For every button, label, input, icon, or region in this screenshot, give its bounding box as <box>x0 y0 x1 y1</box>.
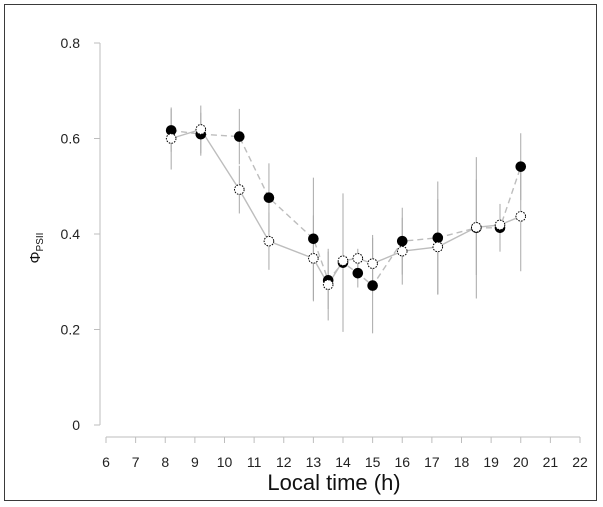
x-tick-label: 14 <box>335 454 351 470</box>
series-1-point <box>367 280 378 291</box>
series-2-point <box>308 253 319 264</box>
x-tick-label: 11 <box>247 454 262 470</box>
x-tick-label: 13 <box>306 454 322 470</box>
series-2-point <box>165 133 177 144</box>
series-lines <box>170 128 522 287</box>
x-tick-label: 9 <box>191 454 199 470</box>
series-1-point <box>515 161 527 172</box>
series-2-point <box>195 124 207 135</box>
series-2-point <box>234 184 245 195</box>
x-tick-label: 7 <box>132 454 140 470</box>
axes <box>99 43 580 438</box>
x-tick-label: 8 <box>161 454 169 470</box>
figure-frame <box>4 4 597 501</box>
x-tick-label: 12 <box>276 454 292 470</box>
series-2-point <box>432 241 444 253</box>
y-axis-label: ΦPSII <box>27 233 46 264</box>
series-1-line <box>171 129 522 287</box>
series-1-point <box>432 232 444 244</box>
y-tick-label: 0.4 <box>61 226 81 242</box>
x-tick-label: 15 <box>365 454 381 470</box>
y-tick-label: 0.2 <box>61 322 81 338</box>
x-tick-label: 17 <box>424 454 440 470</box>
series-2-point <box>367 258 378 269</box>
x-tick-label: 16 <box>394 454 410 470</box>
y-axis-label-subscript: PSII <box>35 233 46 252</box>
error-bars <box>170 105 522 334</box>
series-2-point <box>352 253 364 264</box>
x-ticks: 6 7 8 9 10 11 12 13 14 15 16 17 18 19 20 21 22 <box>102 437 588 470</box>
y-axis-label-main: Φ <box>27 251 44 263</box>
series-1-point <box>263 192 275 204</box>
x-tick-label: 20 <box>513 454 529 470</box>
series-1-point <box>352 267 364 279</box>
series-2-point <box>494 219 506 231</box>
data-points <box>165 124 527 291</box>
y-tick-label: 0.8 <box>61 35 81 51</box>
series-2-point <box>263 235 275 247</box>
series-2-point <box>471 222 482 233</box>
x-axis-label: Local time (h) <box>267 470 400 495</box>
series-2-point <box>322 279 334 290</box>
series-2-point <box>515 211 527 222</box>
series-1-point <box>234 131 245 142</box>
x-tick-label: 22 <box>572 454 588 470</box>
y-tick-label: 0 <box>72 417 80 433</box>
y-ticks: 0 0.2 0.4 0.6 0.8 <box>61 35 100 433</box>
series-2-point <box>337 255 349 267</box>
x-tick-label: 6 <box>102 454 110 470</box>
x-tick-label: 18 <box>454 454 470 470</box>
series-2-point <box>396 245 408 257</box>
x-tick-label: 21 <box>543 454 559 470</box>
y-tick-label: 0.6 <box>61 131 81 147</box>
series-2-line <box>170 128 522 286</box>
x-tick-label: 19 <box>483 454 499 470</box>
x-tick-label: 10 <box>217 454 233 470</box>
series-1-point <box>396 235 408 247</box>
series-1-point <box>308 233 319 245</box>
